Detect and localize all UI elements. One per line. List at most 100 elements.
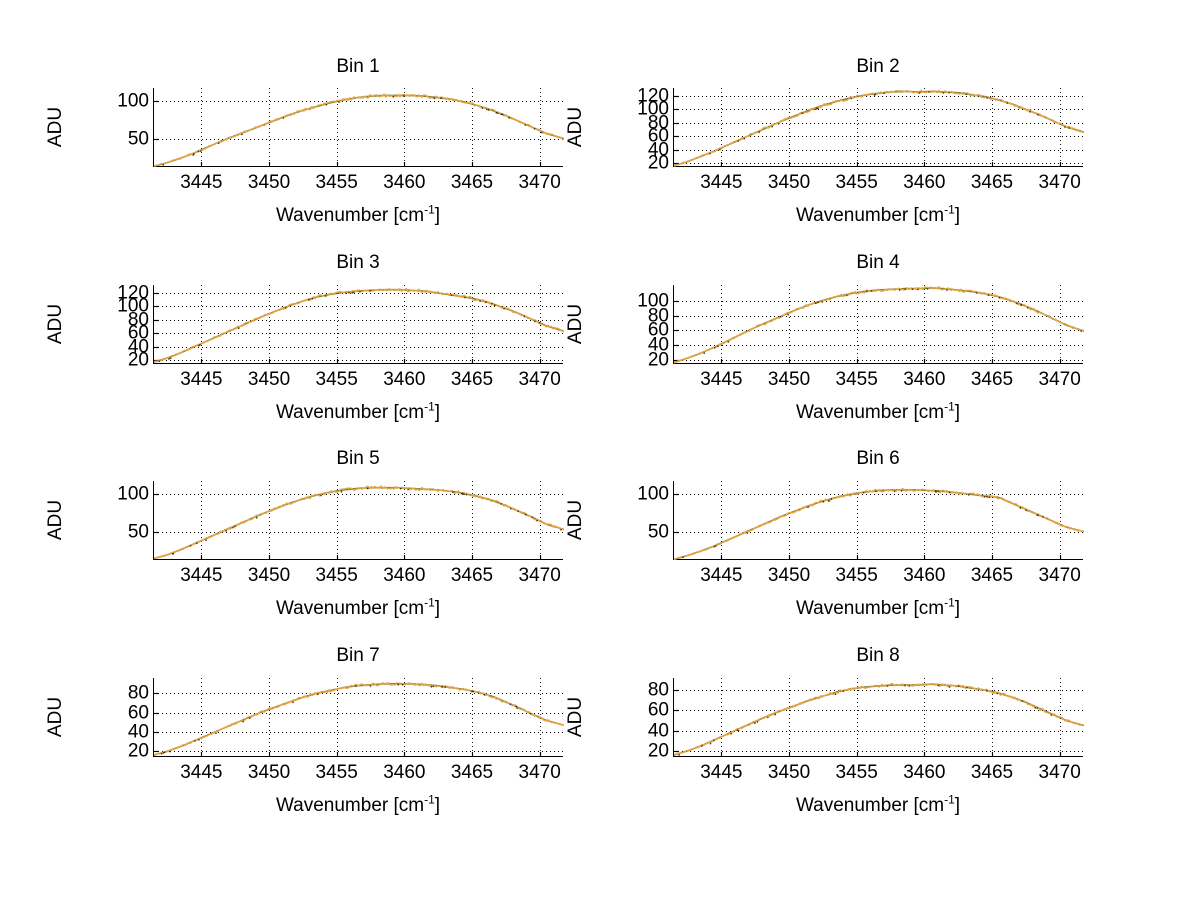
x-axis-tick-label: 3445 bbox=[700, 369, 743, 390]
x-axis-tick-label: 3460 bbox=[383, 565, 426, 586]
x-axis-tick-label: 3445 bbox=[700, 762, 743, 783]
y-axis-tick-label: 100 bbox=[117, 90, 149, 112]
subplot-panel-8: Bin 8 20 40 60 80 3445 3450 3455 3460 3465 3470 ADU… bbox=[565, 645, 1084, 824]
plot-canvas bbox=[674, 678, 1084, 757]
series-fit bbox=[154, 94, 564, 167]
panel-title: Bin 2 bbox=[856, 56, 900, 77]
x-axis-label-exponent: -1 bbox=[424, 595, 435, 610]
plot-area: 20 40 60 80 3445 3450 3455 3460 3465 3470 bbox=[128, 678, 564, 783]
x-axis-label-text: Wavenumber [cm bbox=[275, 402, 425, 423]
x-axis-tick-label: 3460 bbox=[383, 172, 426, 193]
y-axis-label: ADU bbox=[44, 106, 66, 147]
y-axis-tick-label: 60 bbox=[647, 319, 669, 341]
x-axis-tick-label: 3460 bbox=[903, 369, 946, 390]
residual-markers bbox=[172, 487, 562, 555]
x-axis-tick-label: 3445 bbox=[700, 565, 743, 586]
series-measured bbox=[674, 488, 1084, 560]
x-axis-tick-label: 3470 bbox=[1038, 172, 1081, 193]
x-axis-label-bracket: ] bbox=[954, 598, 961, 619]
x-axis-tick-label: 3465 bbox=[450, 762, 494, 783]
plot-canvas bbox=[154, 678, 564, 757]
x-axis-label: Wavenumber [cm-1] bbox=[153, 401, 563, 424]
y-axis-tick-label: 20 bbox=[127, 349, 149, 371]
y-axis-tick-label: 80 bbox=[127, 682, 149, 704]
x-axis-label-bracket: ] bbox=[434, 205, 441, 226]
y-axis-tick-label: 50 bbox=[647, 521, 669, 543]
y-axis-label: ADU bbox=[564, 499, 586, 540]
residual-markers bbox=[682, 490, 1044, 558]
y-axis-label: ADU bbox=[564, 696, 586, 737]
x-axis-tick-label: 3465 bbox=[970, 172, 1014, 193]
x-axis-label-bracket: ] bbox=[954, 795, 961, 816]
series-fit bbox=[154, 288, 564, 363]
subplot-panel-7: Bin 7 20 40 60 80 3445 3450 3455 3460 3465 3470 ADU… bbox=[45, 645, 564, 824]
tick-marks bbox=[674, 300, 1062, 364]
grid-lines bbox=[674, 88, 1084, 167]
series-fit bbox=[674, 287, 1084, 364]
residual-markers bbox=[160, 683, 532, 755]
x-axis-tick-label: 3450 bbox=[247, 565, 291, 586]
x-axis-tick-label: 3470 bbox=[1038, 565, 1081, 586]
subplot-panel-4: Bin 4 20 40 60 80 100 3445 3450 3455 3460 3465 3470… bbox=[565, 252, 1084, 431]
y-axis-tick-label: 60 bbox=[647, 699, 669, 721]
x-axis-label: Wavenumber [cm-1] bbox=[153, 595, 563, 620]
series-measured bbox=[154, 287, 564, 363]
x-axis-tick-label: 3465 bbox=[970, 565, 1014, 586]
y-axis-tick-label: 40 bbox=[127, 336, 149, 358]
panel-title: Bin 1 bbox=[336, 56, 380, 77]
x-axis-tick-label: 3455 bbox=[315, 762, 358, 783]
series-fit bbox=[674, 683, 1084, 756]
x-axis-tick-label: 3455 bbox=[315, 369, 358, 390]
x-axis-tick-label: 3455 bbox=[315, 565, 358, 586]
residual-markers bbox=[678, 684, 1052, 756]
x-axis-label: Wavenumber [cm-1] bbox=[673, 794, 1083, 817]
grid-lines bbox=[154, 88, 564, 167]
tick-marks bbox=[154, 692, 542, 757]
y-axis-tick-label: 60 bbox=[127, 322, 149, 344]
x-axis-label-text: Wavenumber [cm bbox=[275, 795, 425, 816]
x-axis-tick-label: 3470 bbox=[518, 565, 561, 586]
x-axis-tick-label: 3455 bbox=[835, 172, 878, 193]
x-axis-tick-label: 3445 bbox=[180, 369, 223, 390]
y-axis-label: ADU bbox=[564, 106, 586, 147]
x-axis-tick-label: 3445 bbox=[700, 172, 743, 193]
x-axis-label-exponent: -1 bbox=[944, 202, 955, 217]
x-axis-tick-label: 3460 bbox=[903, 172, 946, 193]
subplot-panel-2: Bin 2 20 40 60 80 100 120 3445 3450 3455 3460 3465 3… bbox=[565, 56, 1084, 235]
x-axis-tick-label: 3465 bbox=[970, 762, 1014, 783]
y-axis-tick-label: 20 bbox=[647, 152, 669, 174]
panel-title: Bin 6 bbox=[856, 448, 900, 469]
tick-marks bbox=[674, 493, 1062, 560]
y-axis-tick-label: 40 bbox=[647, 720, 669, 742]
tick-marks bbox=[154, 100, 542, 167]
grid-lines bbox=[154, 678, 564, 757]
x-axis-tick-label: 3450 bbox=[247, 369, 291, 390]
x-axis-label: Wavenumber [cm-1] bbox=[673, 597, 1083, 620]
grid-lines bbox=[154, 481, 564, 560]
x-axis-tick-label: 3470 bbox=[518, 172, 561, 193]
residual-markers bbox=[158, 289, 541, 362]
x-axis-label: Wavenumber [cm-1] bbox=[153, 794, 563, 817]
y-axis-label: ADU bbox=[44, 303, 66, 344]
tick-marks bbox=[154, 493, 542, 560]
x-axis-label: Wavenumber [cm-1] bbox=[673, 202, 1083, 227]
x-axis-tick-label: 3450 bbox=[247, 172, 291, 193]
x-axis-tick-label: 3450 bbox=[767, 369, 811, 390]
x-axis-tick-label: 3465 bbox=[450, 369, 494, 390]
residual-markers bbox=[703, 288, 1082, 354]
x-axis-tick-label: 3455 bbox=[835, 762, 878, 783]
plot-area: 20 40 60 80 100 3445 3450 3455 3460 3465 3470 bbox=[637, 285, 1084, 390]
series-fit bbox=[674, 90, 1084, 167]
y-axis-tick-label: 60 bbox=[647, 125, 669, 147]
residual-markers bbox=[162, 95, 543, 166]
plot-canvas bbox=[674, 88, 1084, 167]
x-axis-tick-label: 3470 bbox=[518, 369, 561, 390]
x-axis-label-text: Wavenumber [cm bbox=[795, 402, 945, 423]
x-axis-tick-label: 3455 bbox=[315, 172, 358, 193]
x-axis-tick-label: 3450 bbox=[767, 762, 811, 783]
plot-area: 50 100 3445 3450 3455 3460 3465 3470 bbox=[117, 481, 564, 586]
y-axis-tick-label: 120 bbox=[117, 282, 149, 304]
x-axis-tick-label: 3465 bbox=[450, 565, 494, 586]
x-axis-label-text: Wavenumber [cm bbox=[275, 598, 425, 619]
